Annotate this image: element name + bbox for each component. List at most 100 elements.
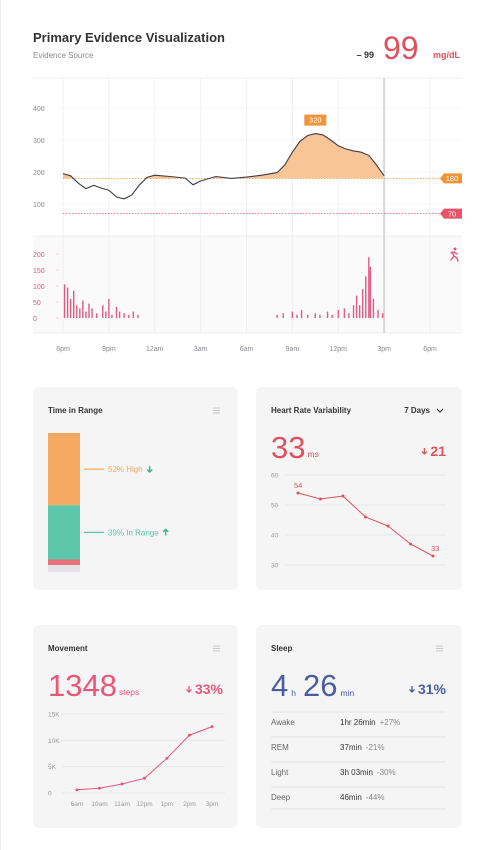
activity-bar — [85, 311, 87, 318]
x-tick-label: 2pm — [183, 801, 196, 808]
sleep-stage: Awake — [271, 718, 295, 727]
menu-icon[interactable] — [213, 645, 220, 652]
activity-bar — [358, 305, 361, 318]
x-tick-label: 3am — [194, 346, 208, 353]
trend-arrow — [186, 686, 192, 693]
data-point — [296, 491, 300, 495]
card-title: Heart Rate Variability — [271, 406, 352, 415]
y-tick-label: 200 — [33, 252, 45, 259]
x-tick-label: 10am — [91, 801, 107, 808]
sleep-stage: Deep — [271, 793, 291, 802]
data-point — [364, 515, 367, 519]
activity-bar — [63, 284, 66, 318]
activity-bar — [66, 287, 69, 318]
activity-bar — [79, 308, 81, 318]
x-tick-label: 12am — [146, 346, 164, 353]
activity-bar — [76, 305, 78, 318]
dropdown-chevron[interactable] — [436, 408, 444, 413]
x-tick-label: 11am — [114, 801, 130, 808]
card-title: Sleep — [271, 644, 292, 653]
activity-bar — [352, 305, 355, 318]
x-tick-label: 6am — [240, 346, 254, 353]
period-select[interactable]: 7 Days — [404, 406, 430, 415]
activity-bar — [368, 257, 370, 318]
stage-change: -21% — [366, 743, 385, 752]
activity-bar — [300, 310, 303, 318]
card-unit: ms — [307, 449, 318, 459]
activity-bar — [276, 314, 278, 318]
high-threshold-tag — [440, 173, 462, 184]
high-threshold-label: 180 — [446, 174, 459, 183]
card — [256, 625, 462, 828]
segment-label: 39% In Range — [108, 528, 159, 537]
y-tick-label: 60 — [271, 473, 279, 480]
range-segment — [48, 559, 80, 566]
trend-arrow — [409, 686, 415, 693]
range-segment — [48, 433, 80, 506]
low-threshold-label: 70 — [448, 209, 456, 218]
card — [256, 387, 462, 590]
card-value: 33 — [271, 430, 305, 465]
card-title: Time in Range — [48, 406, 103, 415]
sleep-duration: 26 — [303, 668, 337, 703]
data-label: 54 — [294, 481, 302, 490]
activity-bar — [362, 289, 364, 318]
activity-bar — [319, 314, 321, 318]
trend-arrow — [162, 528, 169, 536]
sleep-stage: REM — [271, 743, 289, 752]
y-tick-label: 50 — [271, 503, 279, 510]
activity-bar — [88, 303, 90, 318]
x-tick-label: 1pm — [161, 801, 174, 808]
x-tick-label: 9am — [286, 346, 300, 353]
x-tick-label: 6am — [71, 801, 84, 808]
activity-bar — [102, 305, 104, 318]
stage-change: -44% — [366, 793, 385, 802]
stage-duration: 1hr 26min — [340, 718, 376, 727]
reading-delta: – 99 — [356, 50, 374, 60]
data-point — [165, 756, 169, 760]
menu-icon[interactable] — [436, 645, 443, 652]
data-point — [143, 776, 146, 780]
current-reading: 99 — [383, 30, 419, 66]
sleep-stage: Light — [271, 768, 289, 777]
stage-change: +27% — [380, 718, 401, 727]
trend-arrow — [146, 466, 153, 474]
activity-bar — [108, 298, 110, 318]
activity-bar — [95, 313, 98, 318]
y-tick-label: 40 — [271, 533, 279, 540]
y-tick-label: 200 — [33, 170, 45, 177]
sleep-duration: h — [291, 688, 296, 698]
y-tick-label: 100 — [33, 284, 45, 291]
data-label: 33 — [431, 544, 439, 553]
data-point — [188, 733, 191, 737]
stage-change: -30% — [377, 768, 396, 777]
y-tick-label: 15K — [48, 712, 60, 719]
activity-bar — [82, 300, 84, 318]
data-point — [386, 524, 390, 528]
data-point — [98, 786, 101, 790]
activity-panel — [33, 236, 462, 333]
x-tick-label: 12pm — [136, 801, 152, 808]
activity-bar — [111, 314, 113, 318]
menu-icon[interactable] — [213, 407, 220, 414]
card-title: Movement — [48, 644, 88, 653]
card-value: 1348 — [48, 668, 117, 703]
trend-arrow — [421, 448, 428, 455]
data-point — [341, 494, 345, 498]
card — [33, 625, 238, 828]
stage-duration: 3h 03min — [340, 768, 373, 777]
y-tick-label: 30 — [271, 563, 279, 570]
range-segment — [48, 565, 80, 572]
data-point — [75, 788, 79, 792]
card-change: 21 — [430, 443, 446, 459]
activity-bar — [343, 308, 346, 318]
stage-duration: 46min — [340, 793, 362, 802]
card-change: 31% — [418, 681, 447, 697]
x-tick-label: 6pm — [423, 346, 437, 353]
x-tick-label: 9pm — [102, 346, 116, 353]
page-title: Primary Evidence Visualization — [33, 30, 225, 45]
data-point — [210, 725, 214, 729]
activity-bar — [291, 311, 294, 318]
activity-bar — [137, 314, 139, 318]
